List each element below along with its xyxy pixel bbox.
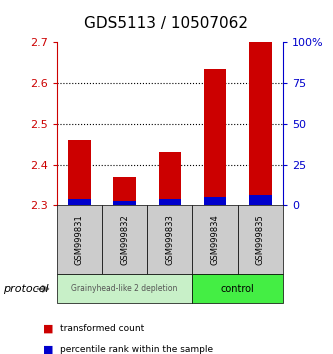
Text: percentile rank within the sample: percentile rank within the sample <box>60 345 213 354</box>
Text: GSM999833: GSM999833 <box>165 215 174 265</box>
Bar <box>68 199 91 205</box>
Text: Grainyhead-like 2 depletion: Grainyhead-like 2 depletion <box>71 284 178 293</box>
Bar <box>159 152 181 205</box>
Text: ■: ■ <box>43 344 54 354</box>
Text: GSM999832: GSM999832 <box>120 215 129 265</box>
Bar <box>159 199 181 205</box>
Text: protocol: protocol <box>3 284 49 294</box>
Text: GSM999835: GSM999835 <box>256 215 265 265</box>
Text: ■: ■ <box>43 323 54 333</box>
Bar <box>249 42 272 205</box>
Bar <box>113 201 136 205</box>
Bar <box>68 140 91 205</box>
Bar <box>204 197 226 205</box>
Text: control: control <box>221 284 255 294</box>
Text: GSM999834: GSM999834 <box>210 215 220 265</box>
Bar <box>249 195 272 205</box>
Text: GDS5113 / 10507062: GDS5113 / 10507062 <box>85 16 248 30</box>
Bar <box>113 177 136 205</box>
Text: transformed count: transformed count <box>60 324 144 333</box>
Bar <box>204 69 226 205</box>
Text: GSM999831: GSM999831 <box>75 215 84 265</box>
